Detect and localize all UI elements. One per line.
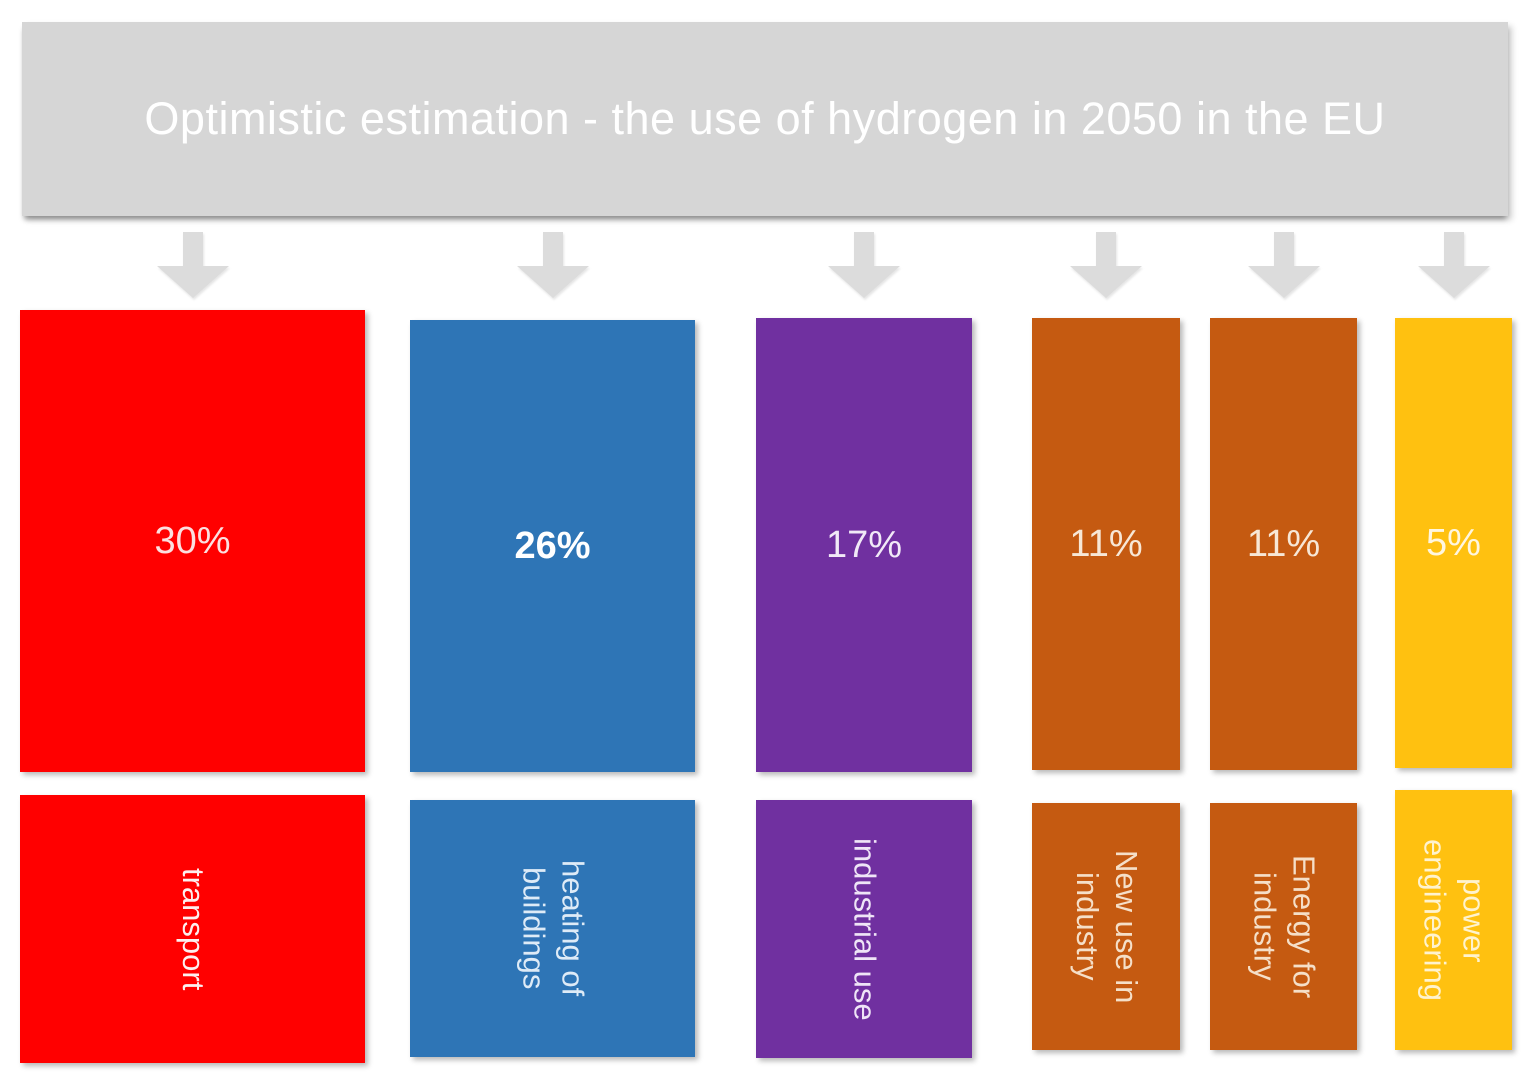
chart-title-box: Optimistic estimation - the use of hydro… [22,22,1508,216]
bar-value-label: 5% [1426,521,1481,564]
category-label: heating of buildings [516,860,591,997]
value-bar: 5% [1395,318,1512,768]
chart-title: Optimistic estimation - the use of hydro… [144,93,1386,144]
bar-value-label: 11% [1246,522,1321,565]
down-arrow-icon [1247,232,1320,298]
category-box: heating of buildings [410,800,695,1057]
value-bar: 30% [20,310,365,772]
category-box: New use in industry [1032,803,1180,1050]
category-label: New use in industry [1070,849,1144,1004]
category-box: industrial use [756,800,972,1058]
category-box: power engineering [1395,790,1512,1050]
category-label: transport [175,867,211,991]
bar-value-label: 30% [154,519,231,562]
value-bar: 17% [756,318,972,772]
down-arrow-icon [156,232,229,298]
value-bar: 26% [410,320,695,772]
category-box: Energy for industry [1210,803,1357,1050]
down-arrow-icon [1070,232,1142,298]
bar-value-label: 17% [825,523,903,566]
category-box: transport [20,795,365,1063]
bar-value-label: 11% [1069,522,1143,565]
down-arrow-icon [1417,232,1490,298]
category-label: industrial use [847,837,883,1021]
value-bar: 11% [1210,318,1357,770]
down-arrow-icon [516,232,589,298]
category-label: power engineering [1417,838,1492,1002]
down-arrow-icon [828,232,900,298]
value-bar: 11% [1032,318,1180,770]
category-label: Energy for industry [1247,854,1322,998]
bar-value-label: 26% [514,524,591,567]
